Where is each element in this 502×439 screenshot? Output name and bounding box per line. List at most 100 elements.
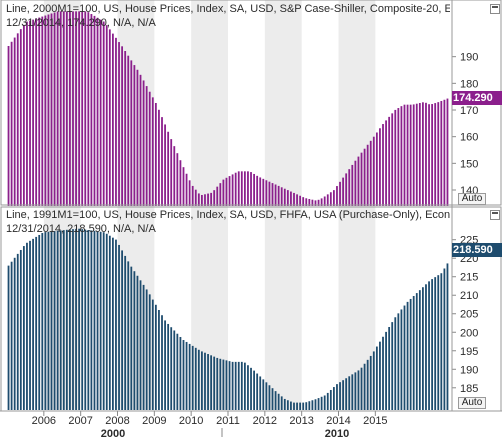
bar xyxy=(118,244,120,410)
bar xyxy=(142,284,145,410)
x-tick-label: 2015 xyxy=(363,415,387,427)
bar xyxy=(329,192,332,206)
y-tick-label: 195 xyxy=(460,346,478,358)
bar xyxy=(440,273,443,410)
bar xyxy=(142,80,145,206)
bar xyxy=(161,117,163,206)
bar xyxy=(400,309,403,410)
bar xyxy=(185,173,188,206)
bar xyxy=(308,198,311,206)
bar xyxy=(409,104,412,206)
bar xyxy=(121,250,124,410)
y-tick-label: 215 xyxy=(460,272,478,284)
bar xyxy=(50,13,53,207)
bar xyxy=(50,231,53,410)
bar xyxy=(176,153,179,206)
bottom-last-value-badge: 218.590 xyxy=(452,243,502,257)
bar xyxy=(351,374,354,410)
bar xyxy=(262,178,265,206)
bar xyxy=(265,382,268,410)
bar xyxy=(237,171,240,206)
bar xyxy=(354,372,357,410)
bar xyxy=(339,181,341,206)
x-tick-label: 2009 xyxy=(142,415,166,427)
bar xyxy=(29,240,31,410)
bar xyxy=(10,41,13,207)
y-tick-label: 210 xyxy=(460,290,478,302)
bar xyxy=(170,139,173,206)
bar xyxy=(197,193,200,206)
top-auto-scale-button[interactable]: Auto xyxy=(458,193,486,205)
bar xyxy=(440,100,443,206)
bar xyxy=(231,174,234,206)
bar xyxy=(139,280,142,410)
bar xyxy=(311,400,314,410)
bar xyxy=(360,367,363,410)
bar xyxy=(418,103,421,206)
bar xyxy=(22,246,25,410)
bar xyxy=(111,33,114,206)
bar xyxy=(148,294,151,410)
bar xyxy=(336,186,338,206)
bar xyxy=(78,11,81,207)
bar xyxy=(99,19,102,207)
bar xyxy=(102,232,105,410)
bottom-panel-minimize-icon[interactable] xyxy=(490,210,500,220)
bar xyxy=(16,253,19,410)
bar xyxy=(19,29,22,207)
bar xyxy=(207,354,209,410)
bottom-chart-title: Line, 1991M1=100, US, House Prices, Inde… xyxy=(6,209,450,221)
bar xyxy=(182,167,185,206)
bar xyxy=(228,176,231,206)
bar xyxy=(308,401,311,410)
bar xyxy=(115,239,117,410)
bar xyxy=(87,230,90,410)
bar xyxy=(228,361,231,410)
bottom-chart-bars xyxy=(7,228,449,410)
bar xyxy=(179,160,182,206)
bar xyxy=(357,370,360,410)
bar xyxy=(305,198,308,206)
bar xyxy=(382,124,384,206)
bar xyxy=(81,11,84,207)
bar xyxy=(124,51,127,207)
bottom-auto-scale-button[interactable]: Auto xyxy=(458,397,486,409)
bar xyxy=(127,55,130,207)
bar xyxy=(65,11,68,207)
y-tick-label: 160 xyxy=(460,132,478,144)
year-band xyxy=(117,206,155,410)
bar xyxy=(16,33,19,206)
bar xyxy=(53,12,56,206)
bar xyxy=(99,231,102,410)
bar xyxy=(87,12,90,206)
bar xyxy=(406,104,409,206)
bar xyxy=(179,336,182,410)
top-panel-minimize-icon[interactable] xyxy=(490,4,500,14)
bar xyxy=(35,236,38,410)
bar xyxy=(170,327,173,410)
bar xyxy=(403,104,406,206)
bar xyxy=(44,232,47,410)
year-band xyxy=(338,206,376,410)
bar xyxy=(102,21,105,206)
year-band xyxy=(43,0,81,206)
bar xyxy=(311,199,314,206)
bar xyxy=(213,356,216,410)
bar xyxy=(188,180,191,206)
bar xyxy=(391,113,394,206)
bar xyxy=(108,29,111,207)
bar xyxy=(151,97,154,206)
bar xyxy=(75,228,77,410)
x-tick-label: 2011 xyxy=(216,415,240,427)
bar xyxy=(320,396,323,410)
bar xyxy=(185,341,188,410)
bar xyxy=(118,42,120,207)
y-tick-label: 190 xyxy=(460,52,478,64)
bar xyxy=(446,263,449,410)
bar xyxy=(133,65,136,207)
x-tick-label: 2007 xyxy=(68,415,92,427)
bar xyxy=(366,359,369,410)
bar xyxy=(130,266,133,410)
